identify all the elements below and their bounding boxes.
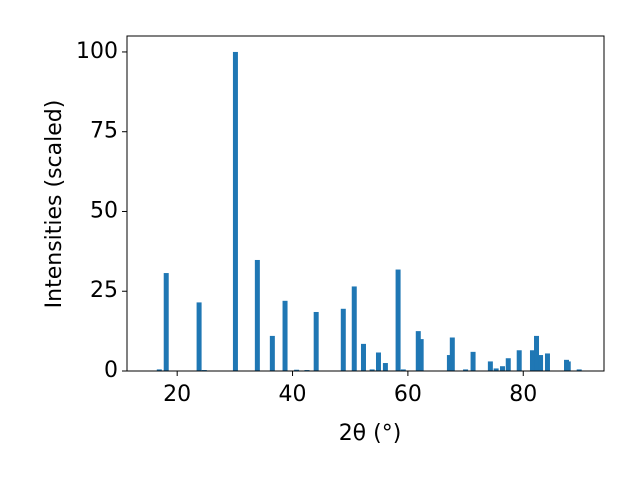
bar (449, 337, 455, 371)
x-tick-label: 40 (279, 382, 307, 407)
bar (395, 269, 401, 371)
bar (415, 331, 421, 371)
bar (400, 369, 406, 371)
bar (538, 355, 544, 371)
y-tick-label: 25 (90, 278, 118, 303)
y-tick-label: 50 (90, 198, 118, 223)
bar (565, 361, 571, 371)
bar (351, 286, 357, 371)
y-axis-label: Intensities (scaled) (42, 100, 67, 309)
bar (163, 273, 169, 371)
bar (446, 355, 452, 371)
bar (382, 363, 388, 371)
x-tick-label: 60 (394, 382, 422, 407)
x-tick-label: 20 (163, 382, 191, 407)
bar (254, 259, 260, 371)
x-axis-label: 2θ (°) (339, 421, 402, 446)
bar (360, 343, 366, 371)
bar (463, 369, 469, 371)
bar (418, 339, 424, 371)
bar (544, 353, 550, 371)
bar (493, 368, 499, 371)
bar (269, 335, 275, 371)
bar (232, 51, 238, 371)
bar (294, 369, 300, 371)
bar (505, 358, 511, 371)
y-tick-label: 75 (90, 119, 118, 144)
y-tick-label: 100 (76, 39, 118, 64)
bar (156, 369, 162, 371)
plot-frame (126, 35, 605, 372)
bar (282, 300, 288, 371)
bar (313, 311, 319, 371)
y-tick-label: 0 (104, 358, 118, 383)
bar (369, 369, 375, 371)
bar (470, 351, 476, 371)
bar (529, 350, 535, 371)
bar (340, 308, 346, 371)
bar (499, 366, 505, 371)
bar (534, 335, 540, 371)
bar (576, 369, 582, 371)
bar (516, 350, 522, 371)
x-tick-label: 80 (509, 382, 537, 407)
bar (375, 352, 381, 371)
bar (487, 361, 493, 371)
bar (196, 302, 202, 371)
